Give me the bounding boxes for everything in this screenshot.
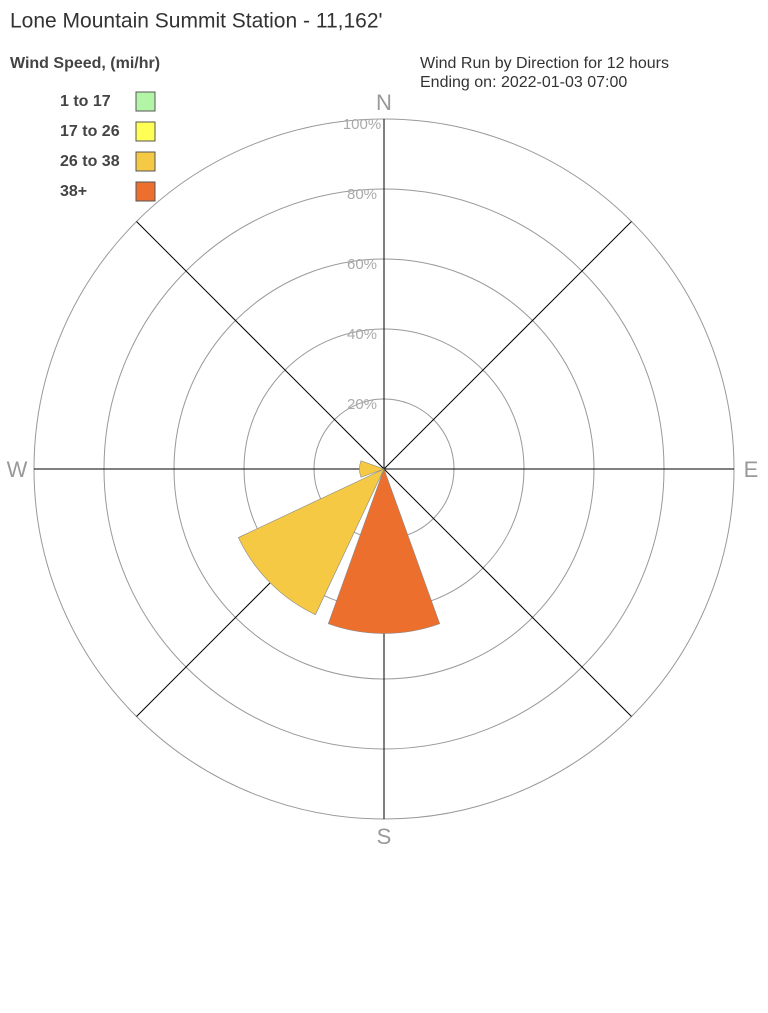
wedge xyxy=(237,468,385,616)
wedge xyxy=(359,460,385,478)
legend-label: 26 to 38 xyxy=(60,153,120,170)
subtitle: Wind Run by Direction for 12 hours xyxy=(420,55,669,72)
ring-label: 40% xyxy=(347,326,377,343)
direction-spoke xyxy=(136,221,385,470)
subtitle: Ending on: 2022-01-03 07:00 xyxy=(420,74,627,91)
legend-label: 38+ xyxy=(60,183,87,200)
chart-title: Lone Mountain Summit Station - 11,162' xyxy=(10,10,383,33)
direction-spoke xyxy=(383,221,632,470)
ring-label: 60% xyxy=(347,256,377,273)
legend-swatch xyxy=(135,121,156,142)
legend-label: 1 to 17 xyxy=(60,93,111,110)
direction-label: W xyxy=(7,457,28,482)
direction-label: E xyxy=(744,457,759,482)
legend-label: 17 to 26 xyxy=(60,123,120,140)
direction-label: N xyxy=(376,90,392,115)
wedge xyxy=(327,468,441,634)
legend-swatch xyxy=(135,151,156,172)
ring-label: 20% xyxy=(347,396,377,413)
direction-label: S xyxy=(377,824,392,849)
ring-label: 100% xyxy=(343,116,381,133)
direction-spoke xyxy=(383,468,632,717)
legend-swatch xyxy=(135,91,156,112)
legend-swatch xyxy=(135,181,156,202)
legend-title: Wind Speed, (mi/hr) xyxy=(10,55,160,72)
ring-label: 80% xyxy=(347,186,377,203)
